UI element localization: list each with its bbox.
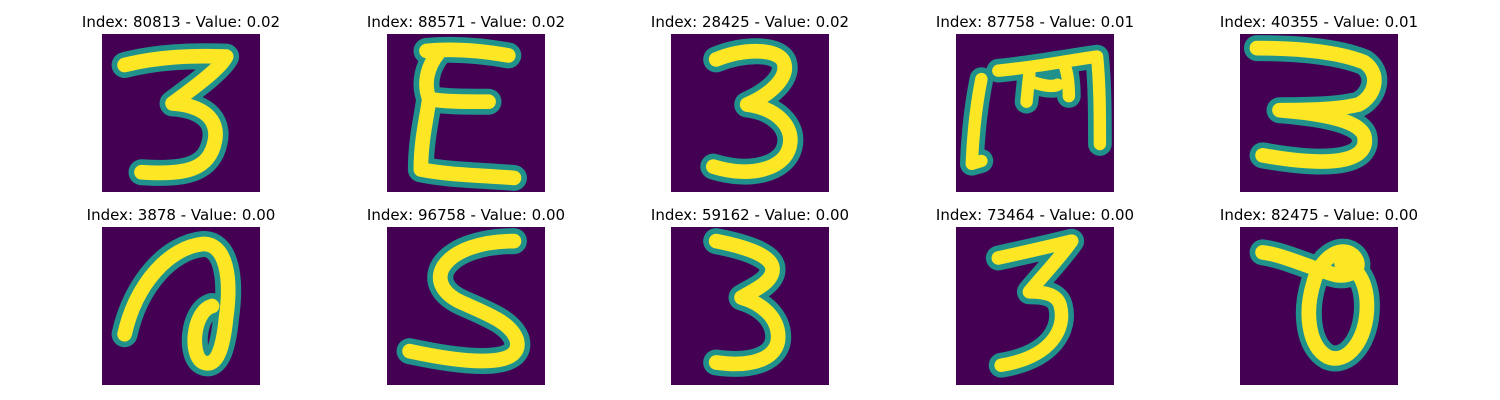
digit-image [956,227,1114,385]
panel-title: Index: 59162 - Value: 0.00 [650,206,850,224]
digit-stroke-core [1249,40,1382,169]
digit-image [956,34,1114,192]
panel-title: Index: 3878 - Value: 0.00 [86,206,276,224]
digit-stroke-core [965,50,1107,170]
digit-stroke-core [991,234,1079,373]
digit-image [102,227,260,385]
digit-stroke-core [413,42,522,186]
digit-image [671,227,829,385]
panel-title: Index: 96758 - Value: 0.00 [366,206,566,224]
panel-title: Index: 80813 - Value: 0.02 [81,13,281,31]
digit-image [1240,34,1398,192]
digit-stroke-core [708,233,786,372]
panel-title: Index: 40355 - Value: 0.01 [1219,13,1419,31]
panel-title: Index: 82475 - Value: 0.00 [1219,206,1419,224]
panel-title: Index: 28425 - Value: 0.02 [650,13,850,31]
panel-title: Index: 87758 - Value: 0.01 [935,13,1135,31]
digit-image [671,34,829,192]
digit-stroke-core [705,43,798,179]
digit-stroke-core [117,48,234,181]
digit-stroke-core [1255,244,1375,366]
digit-stroke-core [402,233,525,369]
panel-title: Index: 73464 - Value: 0.00 [935,206,1135,224]
digit-stroke-core [117,236,236,371]
digit-image [387,34,545,192]
digit-image [1240,227,1398,385]
digit-image [387,227,545,385]
panel-title: Index: 88571 - Value: 0.02 [366,13,566,31]
digit-image [102,34,260,192]
